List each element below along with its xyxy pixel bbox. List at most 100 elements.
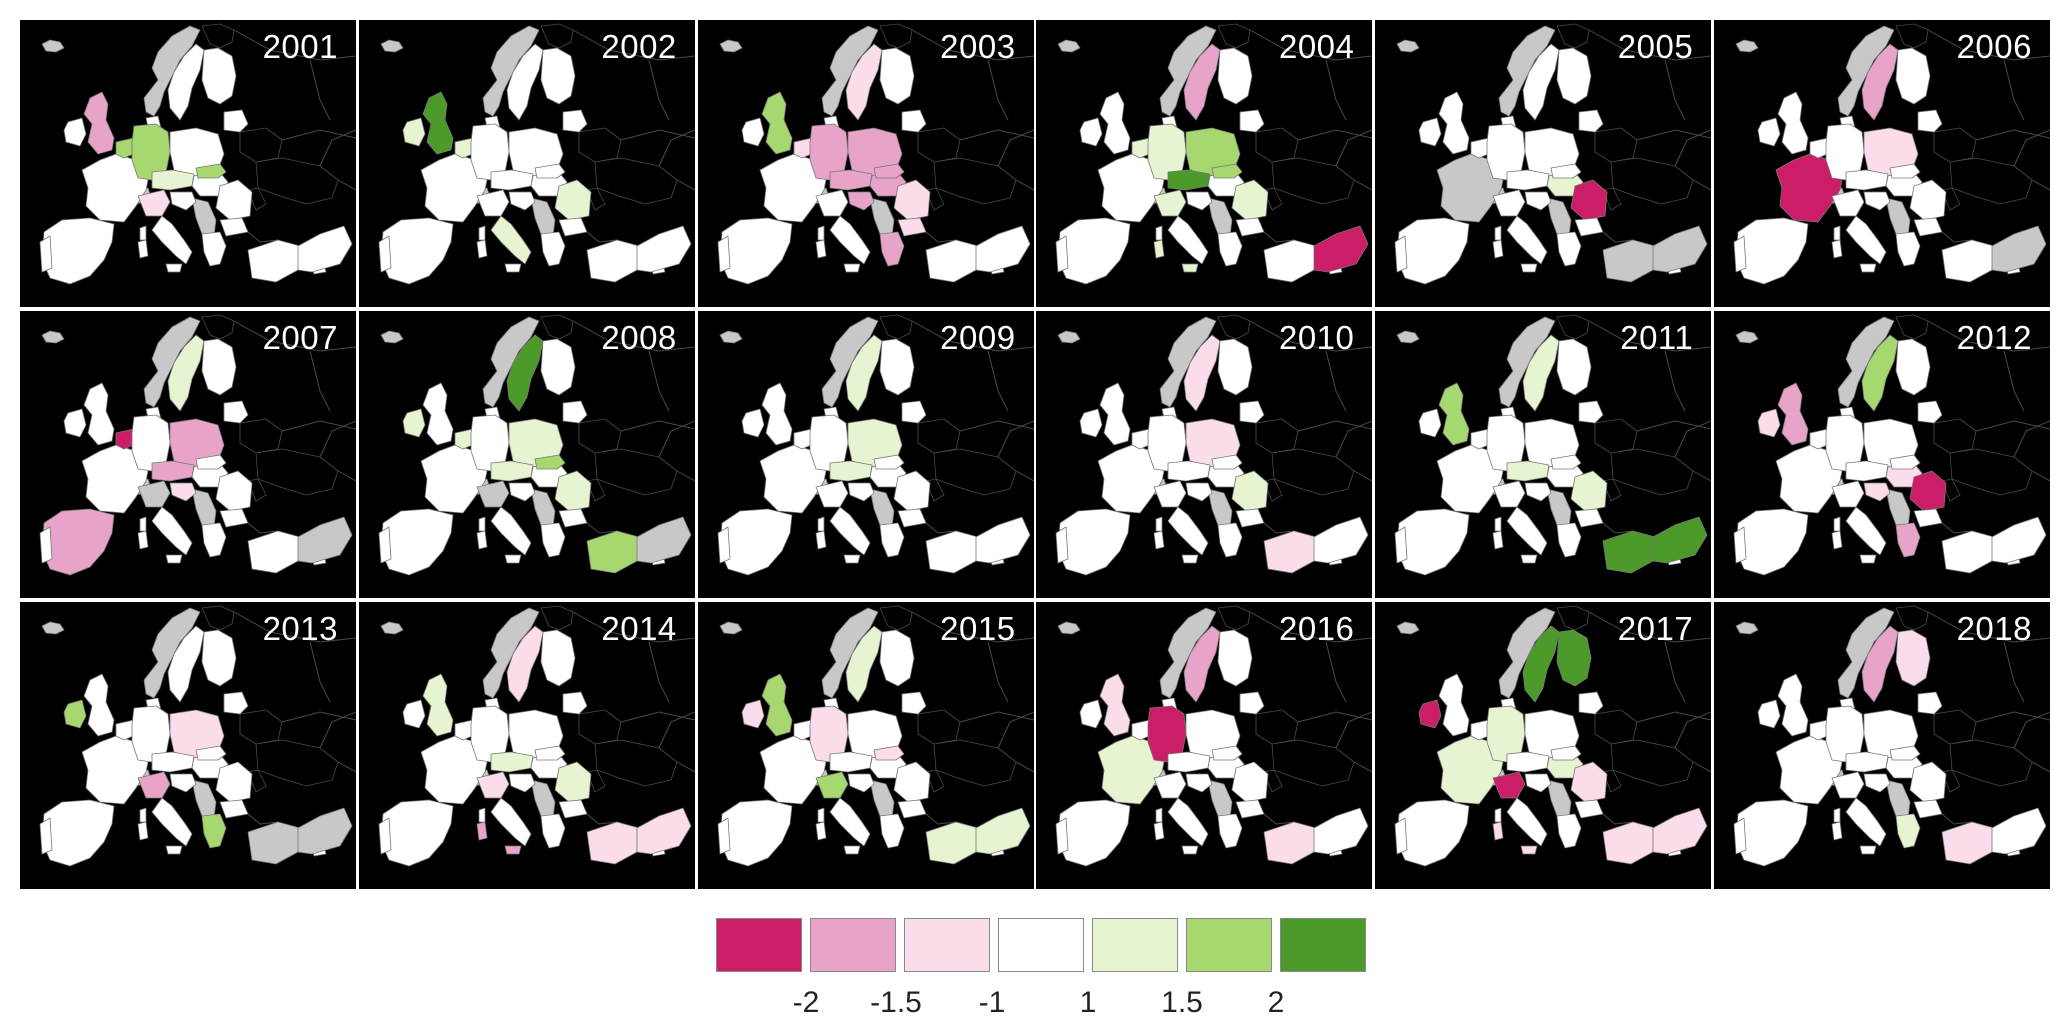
region-sicily-sardinia: [1492, 530, 1538, 564]
region-romania: [1570, 470, 1608, 512]
europe-map: [1394, 605, 1712, 867]
region-portugal: [39, 526, 53, 564]
country-border: [1335, 420, 1373, 458]
region-corsica: [1833, 807, 1841, 823]
region-turkey-e: [1991, 807, 2047, 855]
region-ireland: [741, 117, 764, 147]
region-ireland: [63, 408, 87, 438]
region-spain: [1735, 217, 1809, 285]
country-border: [572, 29, 695, 61]
region-ireland: [1757, 699, 1781, 729]
country-border: [1664, 350, 1686, 412]
region-austria-cz: [151, 169, 195, 191]
region-turkey-w: [1941, 239, 1995, 283]
country-border: [1264, 522, 1295, 534]
region-spain: [1735, 508, 1809, 576]
region-baltics: [1578, 109, 1604, 133]
region-italy-n: [815, 771, 848, 799]
country-border: [925, 813, 956, 825]
region-baltics: [562, 691, 588, 715]
region-italy-n: [1831, 480, 1865, 508]
region-spain: [1735, 799, 1809, 867]
region-iceland: [1396, 39, 1420, 53]
region-greece: [1217, 522, 1243, 558]
country-border: [987, 641, 1009, 703]
country-border: [987, 350, 1009, 412]
region-uk: [1438, 91, 1470, 155]
region-greece: [1556, 231, 1582, 267]
country-border: [2031, 470, 2050, 482]
region-romania: [215, 761, 253, 803]
region-russia-kola: [879, 605, 912, 631]
region-ireland: [1079, 699, 1103, 729]
country-border: [676, 470, 695, 482]
region-bulgaria: [897, 508, 926, 528]
region-finland: [879, 47, 914, 105]
region-russia-kola: [1217, 314, 1251, 340]
region-spain: [719, 508, 792, 576]
region-bulgaria: [1235, 508, 1265, 528]
country-border: [319, 129, 356, 167]
region-balkans-w: [1546, 779, 1572, 819]
map-panel: 2012: [1714, 311, 2050, 598]
region-turkey-w: [925, 239, 978, 283]
region-sicily-sardinia: [1153, 239, 1199, 273]
region-moldova: [1941, 769, 1961, 793]
region-iceland: [380, 39, 404, 53]
country-border: [247, 522, 279, 534]
region-belarus: [239, 709, 283, 745]
year-label: 2004: [1278, 28, 1355, 65]
europe-map: [1394, 23, 1712, 285]
region-ireland: [1418, 408, 1442, 438]
region-baltics: [1917, 691, 1943, 715]
region-corsica: [1155, 516, 1163, 532]
region-spain: [1057, 799, 1131, 867]
region-ireland: [402, 117, 426, 147]
map-panel: 2008: [358, 311, 695, 598]
region-norway: [821, 316, 878, 408]
map-panel-grid: 2001 2002 2003 2004 2005 2006 2007 2008 2009 2010…: [20, 20, 2050, 890]
map-panel: 2006: [1714, 20, 2050, 307]
region-romania: [1231, 179, 1269, 221]
legend-swatch-weak-negative: [904, 918, 990, 972]
region-italy-n: [1492, 771, 1526, 799]
region-corsica: [139, 807, 147, 823]
region-greece: [540, 522, 566, 558]
region-finland: [1217, 338, 1253, 396]
region-austria-cz: [490, 460, 534, 482]
region-austria-cz: [1167, 751, 1211, 773]
country-border: [309, 350, 331, 412]
region-romania: [215, 470, 253, 512]
region-uk: [1777, 382, 1809, 446]
country-border: [911, 320, 1034, 352]
region-ireland: [63, 117, 87, 147]
region-balkans-w: [191, 779, 217, 819]
region-moldova: [1602, 769, 1622, 793]
region-italy-n: [137, 480, 171, 508]
region-russia-kola: [879, 23, 912, 49]
region-austria-cz: [1845, 169, 1889, 191]
region-turkey-w: [925, 530, 978, 574]
region-baltics: [901, 400, 926, 424]
region-ireland: [741, 408, 764, 438]
europe-map: [1733, 314, 2050, 576]
region-sicily-sardinia: [137, 239, 183, 273]
country-border: [987, 59, 1009, 121]
region-sicily-sardinia: [815, 821, 860, 855]
region-corsica: [139, 225, 147, 241]
region-italy-s: [490, 797, 532, 847]
region-moldova: [247, 187, 267, 211]
region-italy-n: [1831, 189, 1865, 217]
region-norway: [821, 25, 878, 117]
region-spain: [719, 799, 792, 867]
region-uk: [761, 91, 792, 155]
country-border: [586, 813, 617, 825]
country-border: [648, 59, 670, 121]
region-moldova: [586, 769, 606, 793]
region-portugal: [717, 235, 730, 273]
region-sicily-sardinia: [476, 530, 522, 564]
region-greece: [1556, 522, 1582, 558]
region-turkey-w: [1602, 239, 1656, 283]
country-border: [1325, 350, 1347, 412]
country-border: [997, 420, 1034, 458]
